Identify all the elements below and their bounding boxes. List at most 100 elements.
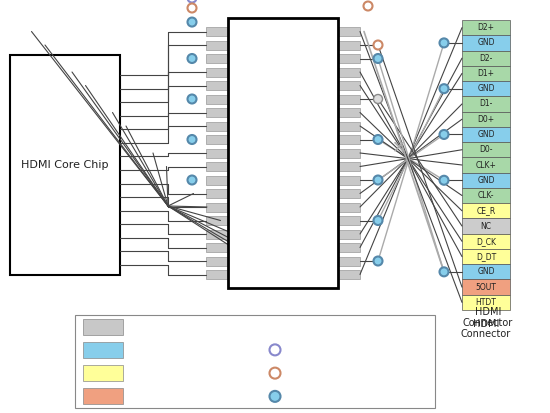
Text: D0-: D0- <box>479 145 493 154</box>
Circle shape <box>188 54 196 63</box>
Bar <box>10 55 120 275</box>
Bar <box>462 20 510 35</box>
Bar <box>462 142 510 157</box>
Circle shape <box>270 344 280 355</box>
Text: GND: GND <box>477 84 495 93</box>
Bar <box>462 218 510 234</box>
Bar <box>338 121 360 131</box>
Text: Board Traces: Board Traces <box>297 322 355 331</box>
Bar <box>462 127 510 142</box>
Bar <box>206 27 228 36</box>
Text: Control lines: Control lines <box>130 369 187 377</box>
Text: 5 V out: 5 V out <box>130 392 162 401</box>
Circle shape <box>270 368 280 379</box>
Circle shape <box>373 40 382 50</box>
Bar <box>206 216 228 225</box>
Text: VIA Connected to LV Plane: VIA Connected to LV Plane <box>285 369 404 377</box>
Bar <box>338 189 360 198</box>
Circle shape <box>373 95 382 104</box>
Bar <box>462 173 510 188</box>
Bar <box>206 40 228 50</box>
Bar <box>462 66 510 81</box>
Bar <box>83 365 123 381</box>
Bar <box>462 188 510 203</box>
Bar <box>462 264 510 280</box>
Bar <box>206 162 228 171</box>
Circle shape <box>373 54 382 63</box>
Text: D_CK: D_CK <box>476 237 496 246</box>
Circle shape <box>188 135 196 144</box>
Bar <box>83 388 123 404</box>
Bar <box>206 108 228 117</box>
Bar <box>206 230 228 238</box>
Text: GND: GND <box>477 176 495 185</box>
Text: D_DT: D_DT <box>476 252 496 261</box>
Text: CLK-: CLK- <box>478 191 494 200</box>
Circle shape <box>439 176 448 185</box>
Circle shape <box>364 2 372 10</box>
Bar <box>338 27 360 36</box>
Bar <box>206 121 228 131</box>
Text: VIA Connected to 5V Plane: VIA Connected to 5V Plane <box>285 345 406 354</box>
Bar <box>462 157 510 173</box>
Text: HDMI: HDMI <box>473 319 499 329</box>
Bar <box>462 35 510 50</box>
Bar <box>75 315 435 408</box>
Bar <box>338 54 360 63</box>
Bar <box>228 18 338 288</box>
Bar <box>206 149 228 157</box>
Text: Connector: Connector <box>461 329 511 339</box>
Bar <box>338 149 360 157</box>
Bar <box>206 243 228 252</box>
Bar <box>206 189 228 198</box>
Text: 20: 20 <box>322 273 332 282</box>
Text: GND: GND <box>477 38 495 47</box>
Text: D2+: D2+ <box>477 23 494 32</box>
Bar <box>338 67 360 76</box>
Bar <box>206 256 228 266</box>
Circle shape <box>439 38 448 47</box>
Bar <box>206 81 228 90</box>
Bar <box>338 81 360 90</box>
Text: HTDT: HTDT <box>476 298 497 307</box>
Bar <box>462 50 510 66</box>
Bar <box>206 135 228 144</box>
Text: HDMI Core Chip: HDMI Core Chip <box>21 160 109 170</box>
Circle shape <box>373 135 382 144</box>
Text: CE_R: CE_R <box>476 206 496 215</box>
Circle shape <box>439 84 448 93</box>
Text: D2-: D2- <box>479 54 493 63</box>
Text: D1+: D1+ <box>477 69 494 78</box>
Bar <box>206 95 228 104</box>
Bar <box>83 318 123 335</box>
Bar <box>206 54 228 63</box>
Bar <box>462 112 510 127</box>
Bar <box>338 256 360 266</box>
Bar <box>338 202 360 211</box>
Text: VIA Connected to GND Plane: VIA Connected to GND Plane <box>285 392 415 401</box>
Circle shape <box>439 130 448 139</box>
Bar <box>338 95 360 104</box>
Bar <box>338 40 360 50</box>
Text: D0+: D0+ <box>477 115 494 124</box>
Circle shape <box>270 391 280 402</box>
Bar <box>462 203 510 218</box>
Text: GND: GND <box>130 345 151 354</box>
Bar <box>462 295 510 310</box>
Bar <box>338 176 360 185</box>
Bar <box>462 280 510 295</box>
Bar <box>206 176 228 185</box>
Text: 19: 19 <box>234 273 245 282</box>
Circle shape <box>188 176 196 185</box>
Circle shape <box>439 267 448 276</box>
Bar <box>462 96 510 112</box>
Bar <box>338 216 360 225</box>
Bar <box>338 162 360 171</box>
Bar <box>206 270 228 279</box>
Bar <box>338 135 360 144</box>
Text: HDMI: HDMI <box>475 307 501 317</box>
Text: D1-: D1- <box>479 100 493 109</box>
Text: 5OUT: 5OUT <box>476 282 497 292</box>
Text: TPD12S521: TPD12S521 <box>251 148 315 158</box>
Bar <box>338 270 360 279</box>
